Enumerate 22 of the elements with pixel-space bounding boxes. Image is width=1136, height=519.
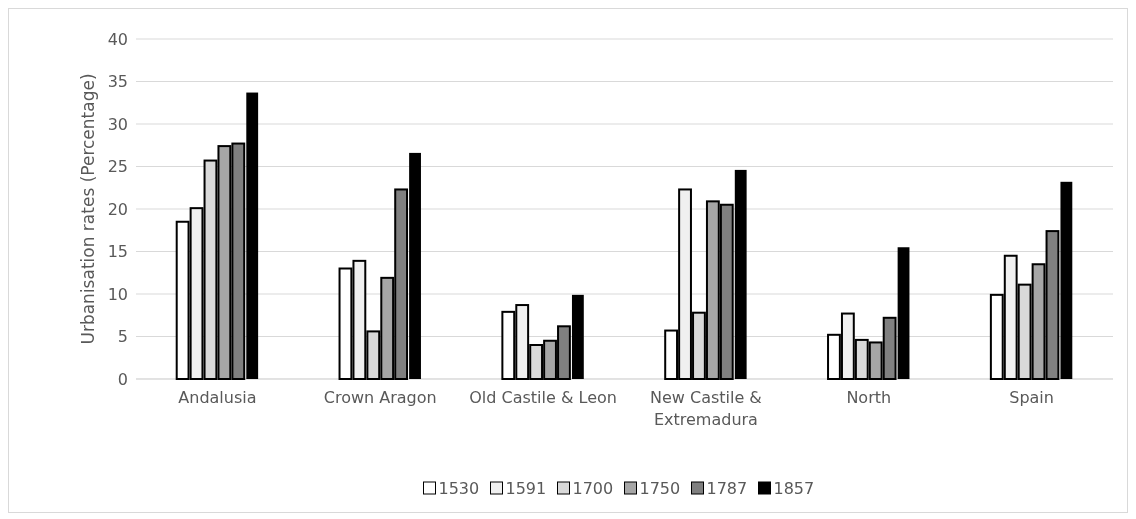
x-tick-label: Andalusia bbox=[178, 388, 257, 407]
x-tick-label: Spain bbox=[1009, 388, 1054, 407]
y-tick-label: 0 bbox=[117, 369, 128, 389]
x-tick-label: North bbox=[846, 388, 892, 407]
legend-label: 1700 bbox=[572, 478, 614, 498]
legend-label: 1530 bbox=[438, 478, 480, 498]
x-tick-label: New Castile & Extremadura bbox=[649, 388, 762, 429]
x-tick-label: Old Castile & Leon bbox=[469, 388, 617, 407]
legend-label: 1857 bbox=[773, 478, 815, 498]
y-tick-label: 40 bbox=[107, 29, 128, 49]
legend-label: 1750 bbox=[639, 478, 681, 498]
y-tick-label: 5 bbox=[117, 327, 128, 347]
y-tick-label: 20 bbox=[107, 199, 128, 219]
legend-label: 1591 bbox=[505, 478, 547, 498]
legend-label: 1787 bbox=[706, 478, 748, 498]
y-tick-label: 10 bbox=[107, 284, 128, 304]
y-tick-label: 15 bbox=[107, 242, 128, 262]
y-axis-title: Urbanisation rates (Percentage) bbox=[78, 73, 98, 345]
y-tick-label: 35 bbox=[107, 72, 128, 92]
y-tick-label: 30 bbox=[107, 114, 128, 134]
x-tick-label: Crown Aragon bbox=[323, 388, 437, 407]
y-tick-label: 25 bbox=[107, 157, 128, 177]
